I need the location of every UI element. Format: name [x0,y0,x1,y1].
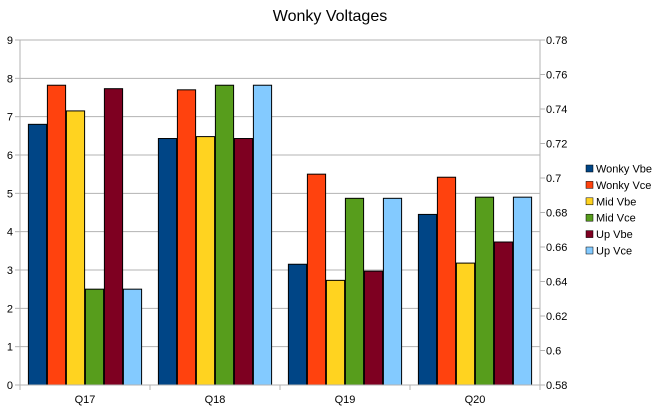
y-tick-label: 7 [7,112,13,124]
y2-tick-label: 0.72 [546,139,567,151]
legend-swatch [585,213,594,222]
legend-label: Mid Vbe [596,196,636,208]
y2-tick-label: 0.62 [546,311,567,323]
left-axis-ticks: 0 1 2 3 4 5 6 7 8 9 [7,35,13,392]
bar [287,263,308,386]
legend-swatch [585,181,594,189]
legend-label: Wonky Vbe [596,164,652,176]
y-tick-label: 2 [7,303,13,315]
bar [344,197,365,386]
bar [306,173,327,386]
legend-swatch [585,197,594,206]
bar [512,196,533,386]
legend-swatch [585,246,594,255]
x-tick-label: Q18 [205,394,226,406]
y-tick-label: 3 [7,265,13,277]
legend-swatch [585,230,594,238]
bar [46,84,67,386]
bar [214,84,235,386]
bar [65,110,86,386]
y2-tick-label: 0.78 [546,35,567,47]
y-tick-label: 1 [7,342,13,354]
chart-title: Wonky Voltages [273,8,387,25]
legend-label: Mid Vce [596,213,636,225]
y-tick-label: 6 [7,150,13,162]
bar [84,288,105,386]
legend-label: Wonky Vce [596,180,651,192]
bar [27,123,48,386]
bar [455,262,476,386]
y-tick-label: 5 [7,188,13,200]
y2-tick-label: 0.68 [546,208,567,220]
legend: Wonky Vbe Wonky Vce Mid Vbe Mid Vce Up Vbe Up… [585,164,652,258]
y2-tick-label: 0.64 [546,277,567,289]
bar [233,138,254,386]
bar [363,270,384,386]
x-tick-label: Q20 [465,394,486,406]
y2-tick-label: 0.66 [546,242,567,254]
legend-swatch [585,164,594,173]
x-tick-label: Q17 [75,394,96,406]
right-axis-ticks: 0.58 0.6 0.62 0.64 0.66 0.68 0.7 0.72 0.74 0.76 0.… [546,35,567,392]
y-tick-label: 4 [7,227,13,239]
bar [103,88,124,386]
y-tick-label: 0 [7,380,13,392]
axes [15,39,545,390]
y-tick-label: 9 [7,35,13,47]
y2-tick-label: 0.74 [546,104,567,116]
bar [436,176,457,386]
y2-tick-label: 0.6 [546,346,561,358]
y2-tick-label: 0.58 [546,380,567,392]
bar [176,89,197,386]
bar [382,197,403,386]
legend-label: Up Vce [596,246,632,258]
bar [157,138,178,386]
bar [493,241,514,386]
bar [474,196,495,386]
bars [27,84,533,386]
bar [195,136,216,386]
bar [252,84,273,386]
y2-tick-label: 0.76 [546,70,567,82]
y-tick-label: 8 [7,73,13,85]
bar [325,279,346,386]
legend-label: Up Vbe [596,229,633,241]
bar [122,288,143,386]
x-tick-label: Q19 [335,394,356,406]
plot-area-border [19,39,541,386]
bar [417,213,438,386]
y2-tick-label: 0.7 [546,173,561,185]
x-axis-ticks: Q17 Q18 Q19 Q20 [75,394,486,406]
